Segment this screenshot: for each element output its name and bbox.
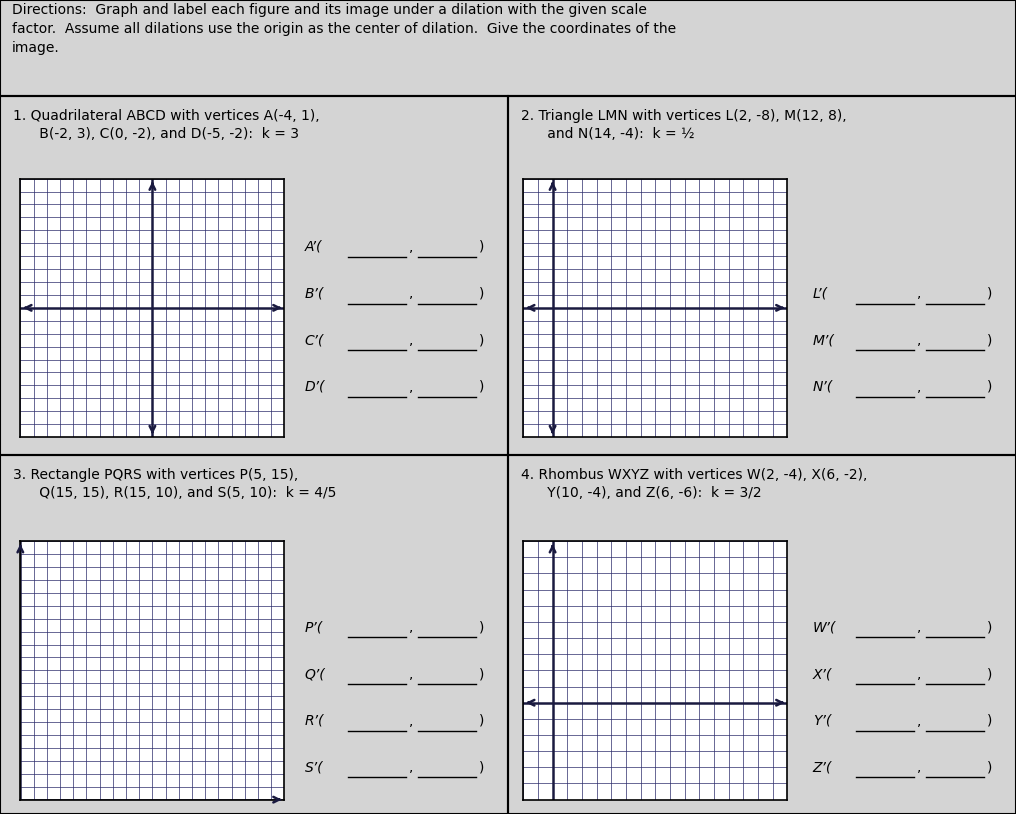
Text: ): ) [987,714,992,728]
Text: P’(: P’( [305,620,323,634]
Text: 1. Quadrilateral ABCD with vertices A(-4, 1),
      B(-2, 3), C(0, -2), and D(-5: 1. Quadrilateral ABCD with vertices A(-4… [12,108,319,141]
Text: 3. Rectangle PQRS with vertices P(5, 15),
      Q(15, 15), R(15, 10), and S(5, 1: 3. Rectangle PQRS with vertices P(5, 15)… [12,467,336,500]
Text: ,: , [408,620,414,634]
Text: ): ) [987,333,992,347]
Text: ,: , [408,760,414,774]
Text: ): ) [987,760,992,774]
Text: L’(: L’( [813,287,828,300]
Text: ,: , [916,620,922,634]
Text: ,: , [916,760,922,774]
Text: B’(: B’( [305,287,324,300]
Text: ): ) [479,380,484,394]
Text: ): ) [479,240,484,254]
Text: D’(: D’( [305,380,325,394]
Text: Y’(: Y’( [813,714,831,728]
Text: ): ) [479,760,484,774]
Text: S’(: S’( [305,760,323,774]
Text: ): ) [987,667,992,681]
Text: ): ) [479,714,484,728]
Text: ,: , [916,714,922,728]
Text: ): ) [479,287,484,300]
Text: ,: , [916,380,922,394]
Text: A’(: A’( [305,240,322,254]
Text: Z’(: Z’( [813,760,832,774]
Text: ,: , [408,287,414,300]
Text: ,: , [916,333,922,347]
Text: ): ) [987,620,992,634]
Text: ): ) [479,333,484,347]
Text: X’(: X’( [813,667,832,681]
Text: W’(: W’( [813,620,836,634]
Text: C’(: C’( [305,333,324,347]
Text: N’(: N’( [813,380,833,394]
Text: ): ) [479,620,484,634]
Text: 4. Rhombus WXYZ with vertices W(2, -4), X(6, -2),
      Y(10, -4), and Z(6, -6):: 4. Rhombus WXYZ with vertices W(2, -4), … [521,467,867,500]
Text: Directions:  Graph and label each figure and its image under a dilation with the: Directions: Graph and label each figure … [12,3,677,55]
Text: ,: , [408,333,414,347]
Text: ,: , [916,667,922,681]
Text: ,: , [408,667,414,681]
Text: ): ) [987,287,992,300]
Text: R’(: R’( [305,714,324,728]
Text: ): ) [479,667,484,681]
Text: ,: , [916,287,922,300]
Text: ,: , [408,240,414,254]
Text: ): ) [987,380,992,394]
Text: ,: , [408,380,414,394]
Text: Q’(: Q’( [305,667,325,681]
Text: M’(: M’( [813,333,834,347]
Text: ,: , [408,714,414,728]
Text: 2. Triangle LMN with vertices L(2, -8), M(12, 8),
      and N(14, -4):  k = ½: 2. Triangle LMN with vertices L(2, -8), … [521,108,846,141]
